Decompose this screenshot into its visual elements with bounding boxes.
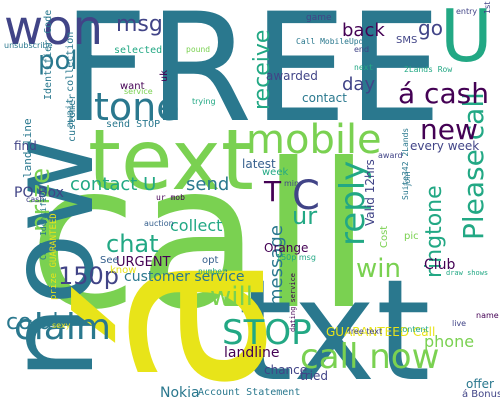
word-join: join <box>403 171 412 186</box>
word-min: min <box>284 179 300 188</box>
word-cost: Cost <box>379 225 390 248</box>
word-text: text <box>88 111 254 209</box>
word-orange: Orange <box>264 241 309 255</box>
word-latest: latest <box>242 157 276 171</box>
word-call-now: call now <box>300 337 440 377</box>
word-entry: entry <box>456 7 478 16</box>
word-tried: tried <box>300 369 328 383</box>
word-stop: STOP <box>222 313 312 353</box>
word-number: number <box>198 267 227 276</box>
word-po-box: PO Box <box>14 185 64 201</box>
word-win: win <box>356 254 401 284</box>
word-t: T <box>264 175 282 208</box>
word-selected: selected <box>114 45 163 56</box>
word-draw-shows: draw shows <box>446 269 489 277</box>
word-free-text: free text <box>348 327 383 336</box>
word-live: live <box>452 319 467 328</box>
word-cash: cash <box>26 195 45 204</box>
word-account-statement: Account Statement <box>198 387 301 398</box>
word-send: send <box>186 174 230 195</box>
word-claim: claim <box>14 307 111 348</box>
word-free: FREE <box>62 0 443 156</box>
word-day: day <box>342 74 376 95</box>
word-name: name <box>476 311 499 320</box>
word-call-mobileupd8: Call MobileUpd8 <box>296 37 369 46</box>
word-trying: trying <box>192 97 216 106</box>
word-pic: pic <box>404 231 419 242</box>
word-tone: tone <box>94 85 180 129</box>
word-service: service <box>124 87 153 96</box>
word-contact: contact <box>302 91 347 105</box>
word-landline: landline <box>224 345 280 361</box>
word-end: end <box>354 45 370 54</box>
word-unsubscribe: unsubscribe <box>4 41 53 50</box>
word-pound: pound <box>186 45 211 54</box>
word-call-identifier: Call Identifier <box>39 187 48 260</box>
word-game: game <box>306 13 332 23</box>
word-call: call <box>28 121 372 354</box>
word-won: won <box>4 0 104 56</box>
word-award: award <box>378 151 403 160</box>
word-auction: auction <box>144 219 174 228</box>
word-want: want <box>120 81 145 92</box>
word-sexy: sexy <box>52 321 71 330</box>
word-back: back <box>342 20 385 41</box>
word-msg: msg <box>116 12 163 37</box>
word-ur: ur <box>292 202 318 230</box>
word-week: week <box>262 167 289 178</box>
word-co-uk: co uk <box>6 310 66 335</box>
word-await-collection: await collection <box>65 31 76 128</box>
word-awarded: awarded <box>266 69 318 83</box>
word-new: new <box>420 113 478 146</box>
word-know: know <box>110 265 137 276</box>
word-150p: 150p <box>58 262 120 290</box>
word-c: C <box>292 173 320 219</box>
word-see: See <box>100 255 119 266</box>
word-collect: collect <box>170 216 223 235</box>
word-every-week: every week <box>410 139 480 153</box>
word-offer: offer <box>466 377 494 391</box>
word-message: message <box>266 225 287 306</box>
word-suite342-2lands: Suite342 2Lands <box>401 127 410 200</box>
word-chance: chance <box>264 363 308 377</box>
word-opt: opt <box>202 255 219 266</box>
word-next: next <box>354 63 374 72</box>
word-contact-u: contact U <box>70 174 157 195</box>
word-urgent: URGENT <box>116 255 171 270</box>
word-2lands-row: 2Lands Row <box>404 65 453 74</box>
word-valid-12hrs: Valid 12hrs <box>363 159 377 226</box>
word-phone: phone <box>424 332 475 351</box>
word-chat: chat <box>106 230 159 258</box>
word-1st: 1st <box>483 1 492 14</box>
word-dating-service: dating service <box>289 272 297 332</box>
word-customer-service: customer service <box>124 269 245 285</box>
word-will: will <box>210 282 253 312</box>
word-land-line: land line <box>21 118 34 178</box>
word-prize-guaranteed: prize GUARANTEED <box>49 213 59 300</box>
word-send-stop: send STOP <box>106 119 161 130</box>
word-mobile: mobile <box>246 117 382 163</box>
word-sms: SMS <box>396 35 418 46</box>
word-150p-msg: 150p msg <box>276 253 316 262</box>
word-club: Club <box>424 257 456 273</box>
word-content: content <box>398 325 429 334</box>
word-a-bonus: á Bonus <box>462 389 500 400</box>
word-txt: txt <box>238 250 431 400</box>
word-guaranteed-call: GUARANTEED Call <box>326 325 436 339</box>
word-poly: poly <box>38 46 94 76</box>
word-find: find <box>14 139 37 153</box>
word-u: U <box>440 0 493 78</box>
word-ur-mob: ur mob <box>156 193 185 202</box>
word-go: go <box>418 16 443 40</box>
word-nokia: Nokia <box>160 385 200 400</box>
word-a-cash: á cash <box>398 77 489 110</box>
word-uk: uk <box>159 69 170 82</box>
word-identifier-code: Identifier Code <box>43 9 54 100</box>
